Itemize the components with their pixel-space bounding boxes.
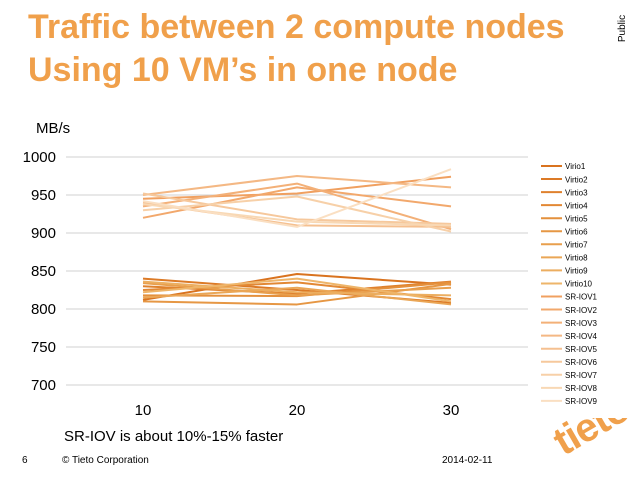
y-tick-label: 750 — [31, 339, 56, 356]
x-tick-label: 10 — [135, 402, 152, 419]
chart-note: SR-IOV is about 10%-15% faster — [64, 428, 284, 445]
legend-label: Virtio5 — [565, 214, 588, 223]
y-tick-label: 800 — [31, 301, 56, 318]
series-line — [142, 273, 452, 301]
series-line — [142, 168, 452, 228]
legend-label: SR-IOV5 — [565, 345, 598, 354]
y-tick-label: 1000 — [23, 149, 56, 166]
series-line — [142, 182, 452, 231]
y-tick-label: 900 — [31, 225, 56, 242]
x-tick-label: 30 — [443, 402, 460, 419]
series-line — [142, 286, 452, 306]
legend-label: Virtio3 — [565, 188, 588, 197]
slide-title-line1: Traffic between 2 compute nodes — [28, 8, 565, 46]
legend-label: SR-IOV7 — [565, 371, 598, 380]
legend-label: SR-IOV4 — [565, 332, 598, 341]
series-line — [142, 277, 452, 303]
slide-date: 2014-02-11 — [442, 455, 493, 466]
y-tick-label: 700 — [31, 377, 56, 394]
series-line — [142, 175, 452, 196]
y-axis-label: MB/s — [36, 120, 70, 137]
corporation-label: © Tieto Corporation — [62, 455, 149, 466]
page-number: 6 — [22, 455, 28, 466]
legend-label: SR-IOV6 — [565, 358, 598, 367]
legend-label: SR-IOV3 — [565, 319, 598, 328]
series-line — [142, 186, 452, 219]
legend-label: SR-IOV2 — [565, 306, 598, 315]
legend-label: Virtio9 — [565, 267, 588, 276]
slide-title-line2: Using 10 VM’s in one node — [28, 51, 458, 89]
legend-label: Virtio2 — [565, 175, 588, 184]
series-line — [142, 175, 452, 200]
legend-label: Virtio6 — [565, 227, 588, 236]
legend-label: Virio1 — [565, 162, 586, 171]
legend-label: Virtio4 — [565, 201, 588, 210]
series-line — [142, 195, 452, 233]
legend-label: SR-IOV8 — [565, 384, 598, 393]
slide-title: Traffic between 2 compute nodes Using 10… — [28, 6, 588, 92]
series-line — [142, 280, 452, 295]
legend-label: SR-IOV9 — [565, 397, 598, 406]
legend-label: Virtio7 — [565, 241, 588, 250]
x-tick-label: 20 — [289, 402, 306, 419]
y-tick-label: 950 — [31, 187, 56, 204]
logo-text: tieto — [546, 418, 632, 465]
series-line — [142, 192, 452, 225]
legend-label: SR-IOV1 — [565, 293, 598, 302]
tieto-logo: tieto — [542, 418, 632, 478]
y-tick-label: 850 — [31, 263, 56, 280]
legend-label: Virtio8 — [565, 254, 588, 263]
legend-label: Virtio10 — [565, 280, 593, 289]
